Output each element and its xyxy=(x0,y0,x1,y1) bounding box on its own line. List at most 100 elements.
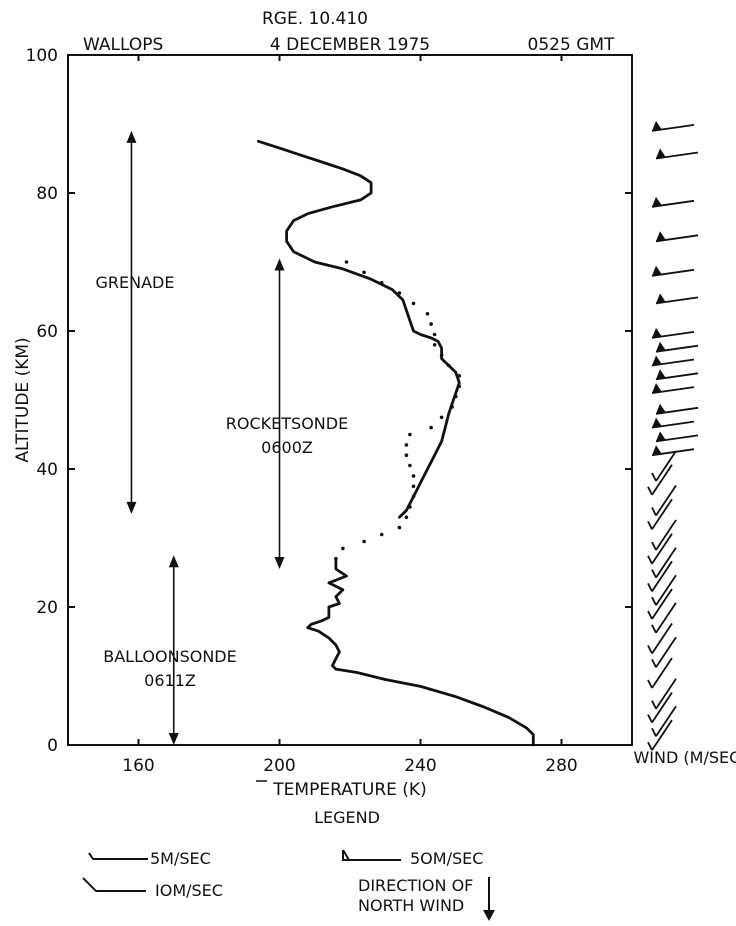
north-arrow-head-icon xyxy=(483,910,495,921)
legend-item-10ms: IOM/SEC xyxy=(82,877,223,900)
wind-barb xyxy=(647,719,673,751)
wind-barb-flag xyxy=(656,293,666,304)
wind-barb xyxy=(651,450,677,482)
rocketsonde-0600z-point xyxy=(429,425,433,430)
wind-barb xyxy=(655,231,699,243)
wind-barb-tick xyxy=(651,727,657,737)
wind-barb xyxy=(655,403,699,415)
wind-barb-flag xyxy=(656,341,666,352)
site-label: WALLOPS xyxy=(83,35,163,55)
wind-barb-tick xyxy=(651,658,657,668)
grenade-arrow-down-icon xyxy=(126,501,137,514)
rocketsonde-0600z-point xyxy=(429,322,433,326)
wind-barb xyxy=(647,692,673,723)
wind-barb xyxy=(651,574,677,606)
rocketsonde-0600z-point xyxy=(454,394,458,399)
barb-5-sample xyxy=(88,852,148,860)
wind-barb-tick xyxy=(647,741,653,751)
barb-10-sample xyxy=(82,877,146,892)
wind-barb-shaft xyxy=(651,560,673,592)
wind-barb xyxy=(647,464,673,496)
wind-barb xyxy=(651,120,695,132)
rocketsonde-0600z-point xyxy=(397,525,402,530)
direction-line2: NORTH WIND xyxy=(358,896,464,915)
wind-barb-tick xyxy=(647,486,653,496)
rocketsonde-label-line2: 0600Z xyxy=(261,438,313,457)
wind-barb-shaft xyxy=(655,450,677,482)
rocketsonde-0600z-point xyxy=(446,363,451,368)
wind-barb xyxy=(651,355,695,367)
rocketsonde-0600z-point xyxy=(379,280,384,285)
legend-item-direction: DIRECTION OF NORTH WIND xyxy=(358,876,495,921)
wind-barb-shaft xyxy=(655,485,677,516)
wind-barb-shaft xyxy=(655,705,677,737)
rocketsonde-0600z-point xyxy=(439,415,444,420)
y-axis-title: ALTITUDE (KM) xyxy=(13,337,33,462)
x-tick-label-240: 240 xyxy=(404,756,436,776)
rocketsonde-0600z-point xyxy=(432,332,437,337)
wind-barb xyxy=(655,341,699,353)
wind-barb-shaft xyxy=(651,588,673,620)
wind-barb-flag xyxy=(652,417,662,428)
wind-barb-tick xyxy=(647,520,653,530)
wind-label: WIND (M/SEC) xyxy=(633,748,736,767)
wind-barb xyxy=(651,417,695,429)
wind-barb-flag xyxy=(656,403,666,414)
rocketsonde-0600z-point xyxy=(432,343,437,347)
legend-item-50ms: 5OM/SEC xyxy=(342,849,483,868)
wind-barb-shaft xyxy=(651,692,673,723)
wind-barb xyxy=(651,196,695,208)
wind-barb xyxy=(651,519,677,551)
y-tick-label-0: 0 xyxy=(47,736,58,756)
rocketsonde-label-line1: ROCKETSONDE xyxy=(226,414,348,433)
x-tick-label-160: 160 xyxy=(122,756,154,776)
rocketsonde-0600z-point xyxy=(404,443,409,447)
date-label: 4 DECEMBER 1975 xyxy=(270,35,430,55)
wind-barb xyxy=(647,560,673,592)
rocketsonde-0600z-point xyxy=(379,532,384,537)
wind-barb-tick xyxy=(651,596,657,606)
range-id: RGE. 10.410 xyxy=(262,9,368,29)
wind-barb xyxy=(647,498,673,530)
barb-50-sample xyxy=(342,849,401,861)
wind-barb xyxy=(651,636,677,668)
wind-barb-flag xyxy=(652,383,662,394)
plot-frame xyxy=(67,54,633,746)
x-tick-label-280: 280 xyxy=(545,756,577,776)
wind-barb-flag xyxy=(656,431,666,442)
rocketsonde-0600z-point xyxy=(362,539,366,544)
series-group xyxy=(257,139,535,747)
rocketsonde-0600z-point xyxy=(411,494,416,499)
rocketsonde-0600z-point xyxy=(408,432,412,437)
rocketsonde-0600z-point xyxy=(425,312,430,316)
rocketsonde-0600z-point xyxy=(404,453,409,458)
wind-barb xyxy=(647,623,673,654)
wind-barb-flag xyxy=(652,196,662,207)
wind-barb-flag xyxy=(652,355,662,366)
x-axis: 160 200 240 280 xyxy=(122,55,578,776)
rocketsonde-arrow-up-icon xyxy=(274,258,285,271)
wind-barb xyxy=(651,602,677,634)
balloonsonde-label-line2: 0611Z xyxy=(144,671,196,690)
wind-barb-shaft xyxy=(655,547,677,579)
y-tick-label-60: 60 xyxy=(36,322,58,342)
wind-barb xyxy=(651,265,695,277)
wind-barb xyxy=(647,588,673,620)
rocketsonde-0600z-point xyxy=(411,484,416,489)
wind-barb xyxy=(651,485,677,516)
wind-barb-shaft xyxy=(651,719,673,751)
wind-barb-flag xyxy=(652,265,662,276)
rocketsonde-0600z-point xyxy=(457,384,462,389)
y-tick-label-40: 40 xyxy=(36,460,58,480)
wind-barb xyxy=(651,705,677,737)
wind-barb xyxy=(651,678,677,710)
wind-barb-shaft xyxy=(651,498,673,530)
legend-50ms-label: 5OM/SEC xyxy=(410,849,483,868)
legend-10ms-label: IOM/SEC xyxy=(155,881,223,900)
wind-barb-shaft xyxy=(655,636,677,668)
wind-barb-tick xyxy=(647,555,653,565)
time-label: 0525 GMT xyxy=(528,35,616,55)
rocketsonde-0600z-point xyxy=(344,260,349,264)
rocketsonde-0600z-point xyxy=(439,353,444,358)
